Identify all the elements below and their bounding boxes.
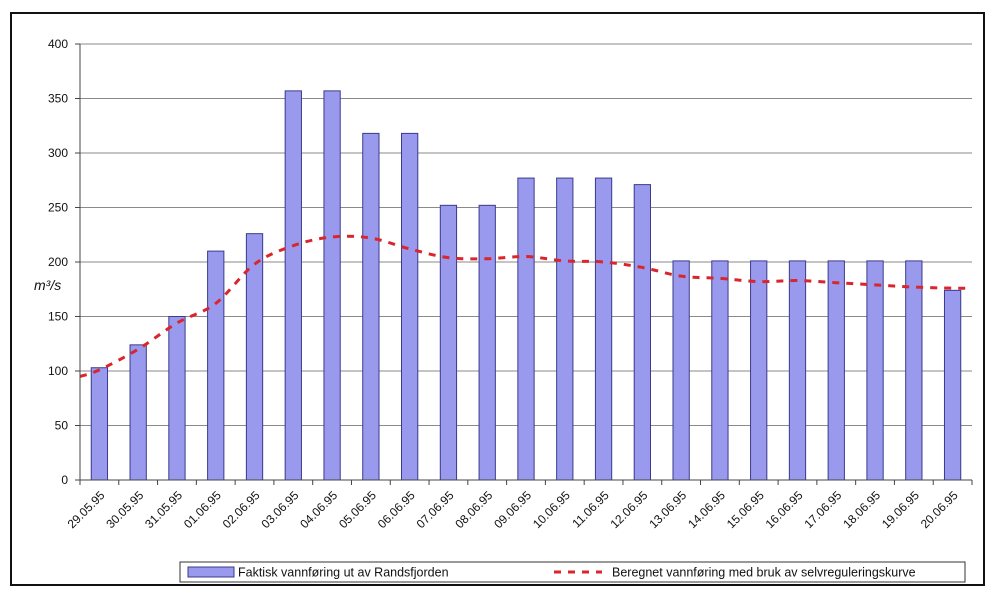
- y-tick-label: 400: [48, 37, 68, 51]
- x-tick-label: 31.05.95: [142, 488, 185, 531]
- x-tick-label: 02.06.95: [220, 488, 263, 531]
- y-tick-label: 200: [48, 255, 68, 269]
- bar: [517, 177, 535, 481]
- x-tick-labels: 29.05.9530.05.9531.05.9501.06.9502.06.95…: [65, 480, 973, 531]
- bar: [284, 90, 302, 481]
- x-tick-label: 18.06.95: [840, 488, 883, 531]
- bar: [323, 90, 341, 481]
- line-series-path: [79, 234, 973, 378]
- x-tick-label: 16.06.95: [763, 488, 806, 531]
- x-tick-label: 10.06.95: [530, 488, 573, 531]
- legend-bar-swatch: [187, 566, 235, 578]
- y-tick-label: 50: [55, 419, 69, 433]
- bar: [594, 177, 613, 481]
- chart: 0 50 100 150 200 250 300 350 400 29.05.9530.05.9…: [34, 37, 973, 583]
- bar: [827, 260, 845, 481]
- bar: [633, 184, 651, 481]
- bar: [672, 260, 690, 481]
- bar: [866, 260, 884, 481]
- x-tick-label: 12.06.95: [608, 488, 651, 531]
- bar: [90, 367, 109, 481]
- x-tick-label: 15.06.95: [724, 488, 767, 531]
- bar: [439, 204, 458, 481]
- y-tick-label: 100: [48, 364, 68, 378]
- x-tick-label: 29.05.95: [65, 488, 108, 531]
- x-tick-label: 14.06.95: [685, 488, 728, 531]
- y-tick-label: 350: [48, 92, 68, 106]
- chart-frame: 0 50 100 150 200 250 300 350 400 29.05.95 30.05.9…: [10, 12, 985, 586]
- bar-series: [90, 90, 962, 481]
- x-tick-label: 06.06.95: [375, 488, 418, 531]
- bar: [478, 204, 496, 481]
- x-tick-label: 20.06.95: [918, 488, 961, 531]
- x-tick-label: 07.06.95: [414, 488, 457, 531]
- bar: [905, 260, 923, 481]
- y-tick-label: 150: [48, 310, 68, 324]
- bar: [556, 177, 574, 481]
- x-tick-label: 05.06.95: [336, 488, 379, 531]
- bar: [788, 260, 807, 481]
- legend-bar-label: Faktisk vannføring ut av Randsfjorden: [238, 566, 449, 580]
- y-axis-label: m³/s: [34, 277, 61, 293]
- bar: [750, 260, 768, 481]
- y-tick-label: 250: [48, 201, 68, 215]
- bar: [129, 344, 147, 481]
- x-tick-label: 09.06.95: [491, 488, 534, 531]
- bar: [711, 260, 729, 481]
- x-tick-label: 03.06.95: [258, 488, 301, 531]
- x-tick-label: 08.06.95: [452, 488, 495, 531]
- bar: [362, 132, 380, 481]
- bar: [207, 250, 225, 481]
- x-tick-label: 04.06.95: [297, 488, 340, 531]
- x-tick-label: 19.06.95: [879, 488, 922, 531]
- legend: Faktisk vannføring ut av Randsfjorden Be…: [179, 561, 966, 583]
- line-series: [79, 234, 973, 378]
- bar: [401, 132, 419, 481]
- y-tick-label: 0: [61, 473, 68, 487]
- x-tick-label: 11.06.95: [569, 488, 612, 531]
- y-tick-label: 300: [48, 146, 68, 160]
- bar: [168, 316, 186, 481]
- x-tick-label: 17.06.95: [801, 488, 844, 531]
- bar: [943, 289, 962, 481]
- x-tick-label: 13.06.95: [646, 488, 689, 531]
- x-tick-label: 01.06.95: [181, 488, 224, 531]
- x-tick-label: 30.05.95: [103, 488, 146, 531]
- y-tick-labels: 0 50 100 150 200 250 300 350 400: [48, 37, 80, 487]
- legend-line-label: Beregnet vannføring med bruk av selvregu…: [612, 566, 916, 580]
